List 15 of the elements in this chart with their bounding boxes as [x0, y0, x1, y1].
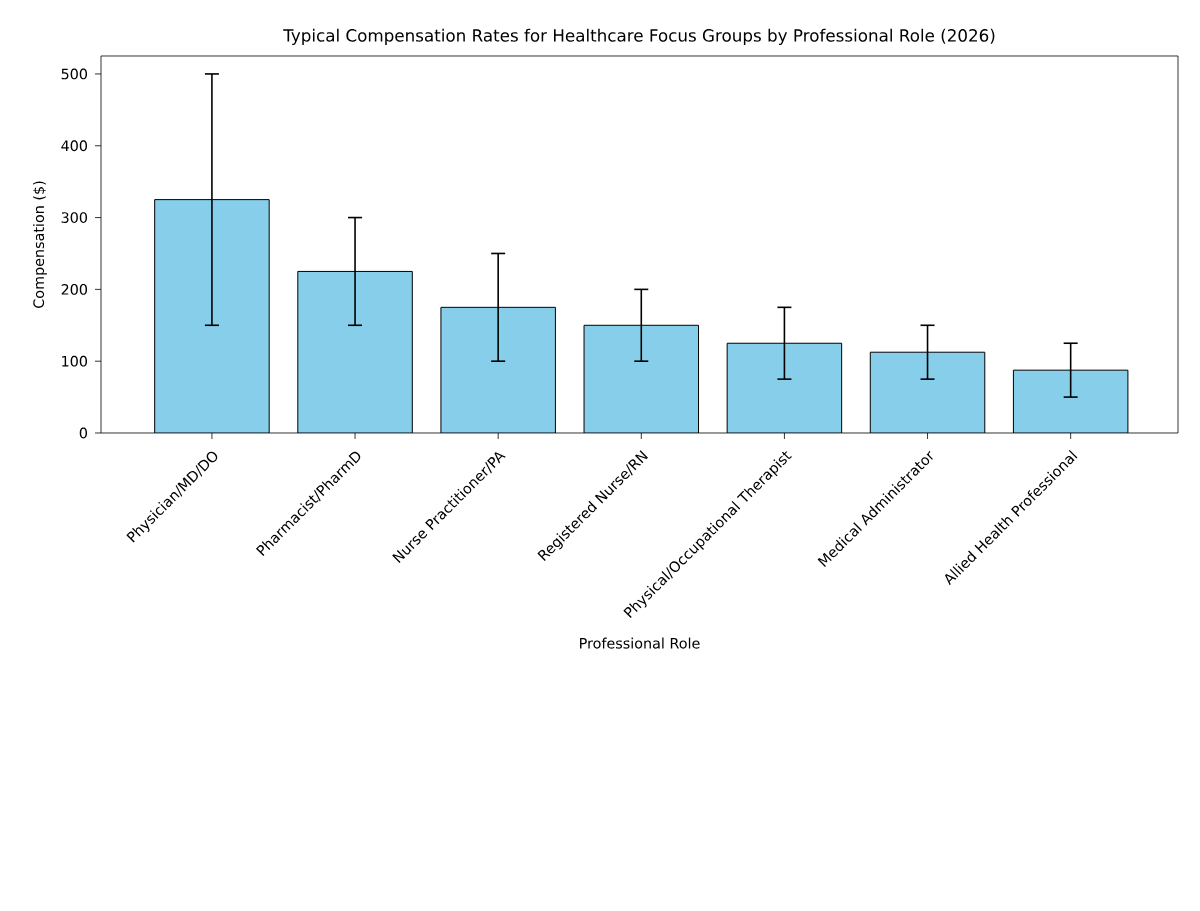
x-axis-title: Professional Role	[580, 637, 700, 649]
y-tick-label: 200	[61, 283, 88, 295]
y-tick-label: 300	[61, 212, 88, 223]
y-tick-label: 500	[61, 68, 88, 80]
bar	[440, 307, 556, 433]
bar	[584, 325, 699, 433]
bar	[1012, 369, 1129, 433]
chart-title: Typical Compensation Rates for Healthcare Focus Groups by Professional Role (2026)	[283, 28, 995, 45]
bar	[870, 352, 985, 433]
bar	[727, 343, 842, 433]
y-tick-label: 100	[62, 355, 88, 367]
bar	[297, 271, 413, 433]
y-axis-title: Compensation ($)	[33, 181, 47, 308]
y-tick-label: 0	[79, 427, 88, 439]
y-tick-label: 400	[61, 140, 88, 152]
